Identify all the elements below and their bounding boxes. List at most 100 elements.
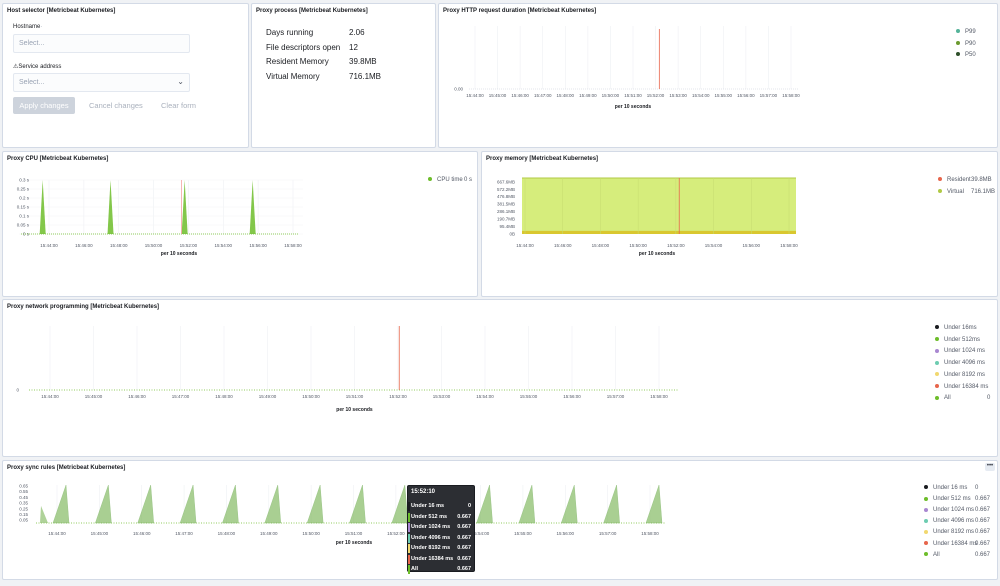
x-tick-label: 15:46:00 — [75, 243, 93, 248]
legend-item[interactable]: P90 — [956, 41, 976, 47]
legend-value: 0.667 — [975, 507, 991, 514]
legend-item[interactable]: Under 1024 ms — [935, 348, 985, 354]
cpu-spike — [39, 180, 46, 234]
legend-item[interactable]: P99 — [956, 29, 976, 35]
legend-item[interactable]: Under 8192 ms — [935, 372, 985, 378]
x-tick-label: 15:54:00 — [472, 531, 490, 536]
x-tick-label: 15:44:00 — [48, 531, 66, 536]
sync-rule-peak — [391, 484, 409, 524]
y-tick-label: 0.35 — [19, 501, 28, 506]
sync-rule-peak — [306, 484, 324, 524]
legend-label: Under 4096 ms — [944, 360, 986, 367]
x-tick-label: 15:53:00 — [433, 394, 451, 399]
sync-rule-peak — [264, 484, 282, 524]
legend-dot-icon — [956, 52, 960, 57]
legend-dot-icon — [956, 40, 960, 45]
x-tick-label: 15:52:00 — [667, 243, 685, 248]
x-tick-label: 15:50:00 — [145, 243, 163, 248]
legend-item[interactable]: CPU time — [428, 177, 463, 183]
proxy-cpu-panel: Proxy CPU [Metricbeat Kubernetes] 15:44:… — [2, 151, 478, 297]
tooltip-series-name: Under 16 ms — [411, 503, 445, 509]
legend-item[interactable]: Under 512 ms — [924, 496, 971, 502]
legend-dot-icon — [924, 507, 928, 512]
sync-rules-chart: 15:44:00 15:45:00 15:46:00 15:47:00 15:48:00… — [19, 483, 665, 546]
hostname-input[interactable]: Select... — [13, 34, 190, 53]
x-tick-label: 15:52:00 — [389, 394, 407, 399]
proxy-process-panel: Proxy process [Metricbeat Kubernetes] Da… — [251, 3, 436, 148]
x-tick-label: 15:48:00 — [218, 531, 236, 536]
legend-item[interactable]: Under 16ms — [935, 325, 977, 331]
process-row-label: Virtual Memory — [266, 71, 320, 81]
legend-item[interactable]: Under 1024 ms — [924, 507, 974, 513]
x-tick-label: 15:54:00 — [215, 243, 233, 248]
x-tick-label: 15:52:00 — [647, 93, 665, 98]
x-tick-label: 15:46:00 — [554, 243, 572, 248]
panel-title: Proxy memory [Metricbeat Kubernetes] — [486, 156, 599, 162]
service-address-select[interactable]: Select... ⌄ — [13, 73, 190, 92]
x-tick-label: 15:58:00 — [284, 243, 302, 248]
x-tick-label: 15:44:00 — [516, 243, 534, 248]
tooltip-series-name: Under 512 ms — [411, 513, 448, 520]
y-tick-label: 0.45 — [19, 495, 28, 500]
x-tick-label: 15:44:00 — [40, 243, 58, 248]
service-address-label: ⚠Service address — [13, 64, 62, 70]
panel-options-button[interactable]: ••• — [985, 463, 995, 471]
legend-label: P50 — [965, 52, 976, 58]
y-tick-label: 0.05 — [19, 518, 28, 523]
y-tick-label: 0.05 s — [17, 223, 30, 228]
x-tick-label: 15:46:00 — [511, 93, 529, 98]
process-row-value: 716.1MB — [349, 71, 382, 81]
chart-tooltip: 15:52:10 Under 16 ms 0 Under 512 ms 0.667 Un… — [407, 485, 475, 574]
x-tick-label: 15:57:00 — [607, 394, 625, 399]
y-tick-label: 0.55 — [19, 489, 28, 494]
legend-item[interactable]: Under 512ms — [935, 337, 980, 343]
x-tick-label: 15:47:00 — [534, 93, 552, 98]
legend-item[interactable]: Under 8192 ms — [924, 529, 974, 535]
panel-title: Proxy network programming [Metricbeat Ku… — [7, 304, 160, 310]
legend-label: Under 16 ms — [933, 485, 968, 491]
legend-label: P99 — [965, 29, 976, 35]
tooltip-series-value: 0.667 — [457, 534, 471, 541]
x-tick-label: 15:56:00 — [743, 243, 761, 248]
legend-item[interactable]: Resident — [938, 177, 971, 183]
tooltip-series-color — [408, 502, 410, 511]
x-axis-title: per 10 seconds — [336, 540, 373, 546]
legend-label: Under 512 ms — [933, 496, 971, 503]
legend-item[interactable]: Under 16 ms — [924, 485, 967, 491]
x-tick-label: 15:45:00 — [85, 394, 103, 399]
legend-value: 0 s — [464, 177, 473, 183]
cpu-spike — [181, 180, 188, 234]
apply-changes-button[interactable]: Apply changes — [13, 97, 75, 114]
legend-item[interactable]: Under 16384 ms — [935, 384, 988, 390]
x-tick-label: 15:55:00 — [514, 531, 532, 536]
y-tick-label: 0B — [509, 232, 515, 237]
legend-item[interactable]: Under 16384 ms — [924, 541, 977, 547]
legend-dot-icon — [924, 496, 928, 501]
legend-dot-icon — [938, 188, 942, 193]
x-tick-label: 15:48:00 — [110, 243, 128, 248]
clear-form-button[interactable]: Clear form — [161, 101, 197, 110]
x-tick-label: 15:58:00 — [782, 93, 800, 98]
x-tick-label: 15:45:00 — [489, 93, 507, 98]
cancel-changes-button[interactable]: Cancel changes — [89, 101, 143, 110]
process-row-label: Resident Memory — [266, 57, 329, 66]
y-tick-label: 667.6MB — [497, 179, 515, 184]
legend-item[interactable]: All — [924, 552, 940, 558]
legend-item[interactable]: Under 4096 ms — [935, 360, 985, 366]
x-tick-label: 15:50:00 — [302, 394, 320, 399]
legend-item[interactable]: Under 4096 ms — [924, 518, 974, 524]
y-tick-label: 286.1MB — [497, 209, 515, 214]
panel-title: Host selector [Metricbeat Kubernetes] — [7, 8, 116, 14]
process-row-value: 2.06 — [349, 28, 365, 37]
tooltip-series-color — [408, 533, 410, 543]
legend-value: 0.667 — [975, 540, 991, 547]
legend-item[interactable]: All — [935, 395, 951, 401]
tooltip-series-value: 0.667 — [457, 566, 471, 572]
tooltip-series-color — [408, 565, 410, 574]
x-axis-title: per 10 seconds — [336, 407, 373, 413]
legend-item[interactable]: P50 — [956, 52, 976, 58]
network-programming-panel: Proxy network programming [Metricbeat Ku… — [2, 299, 998, 457]
legend-label: Under 1024 ms — [933, 507, 975, 514]
legend-dot-icon — [935, 348, 939, 353]
legend-item[interactable]: Virtual — [938, 189, 964, 195]
